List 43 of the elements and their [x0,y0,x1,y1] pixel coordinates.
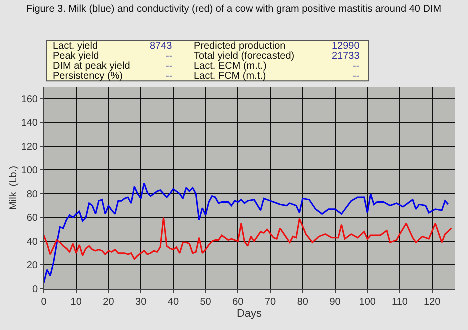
x-tick-label: 100 [359,297,376,308]
x-tick-label: 0 [41,297,48,308]
text: Predicted production [194,41,286,52]
text: Total yield (forecasted) [194,51,295,62]
x-tick-label: 80 [297,297,309,308]
text: -- [353,71,360,82]
x-tick-label: 10 [70,297,82,308]
x-tick-label: 60 [232,297,244,308]
x-tick-label: 90 [330,297,342,308]
y-tick-label: 40 [26,236,38,248]
y-tick-label: 100 [21,166,38,177]
x-tick-label: 30 [136,297,148,308]
text: -- [166,61,173,72]
x-tick-label: 120 [424,297,442,308]
text: 21733 [332,51,360,62]
x-tick-label: 70 [264,297,277,308]
text: Lact. ECM (m.t.) [194,61,267,72]
text: 12990 [332,41,360,52]
text: Persistency (%) [53,71,124,82]
line-series [44,182,450,284]
text: -- [353,61,360,72]
y-tick-label: 60 [26,213,38,224]
y-tick-label: 120 [21,142,38,153]
text: -- [166,71,173,82]
x-axis-title: Days [236,308,263,320]
chart-title: Figure 3. Milk (blue) and conductivity (red) of a cow with gram positive mastitis around 40 DIM [26,4,442,15]
y-tick-label: 80 [26,189,38,200]
text: Peak yield [53,51,100,62]
text: -- [166,51,173,62]
line-series [44,216,453,260]
text: Lact. FCM (m.t.) [194,71,266,82]
x-tick-label: 110 [392,297,408,308]
x-tick-label: 50 [200,297,212,308]
text: 8743 [150,41,173,52]
y-tick-label: 20 [26,260,38,272]
y-tick-label: 0 [32,284,38,296]
y-axis-title: Milk (Lb.) [8,166,20,210]
x-tick-label: 40 [168,297,180,308]
x-tick-label: 20 [103,297,115,308]
text: Lact. yield [53,41,98,52]
text: DIM at peak yield [53,61,130,72]
y-tick-label: 140 [21,118,38,130]
y-tick-label: 160 [21,94,38,106]
